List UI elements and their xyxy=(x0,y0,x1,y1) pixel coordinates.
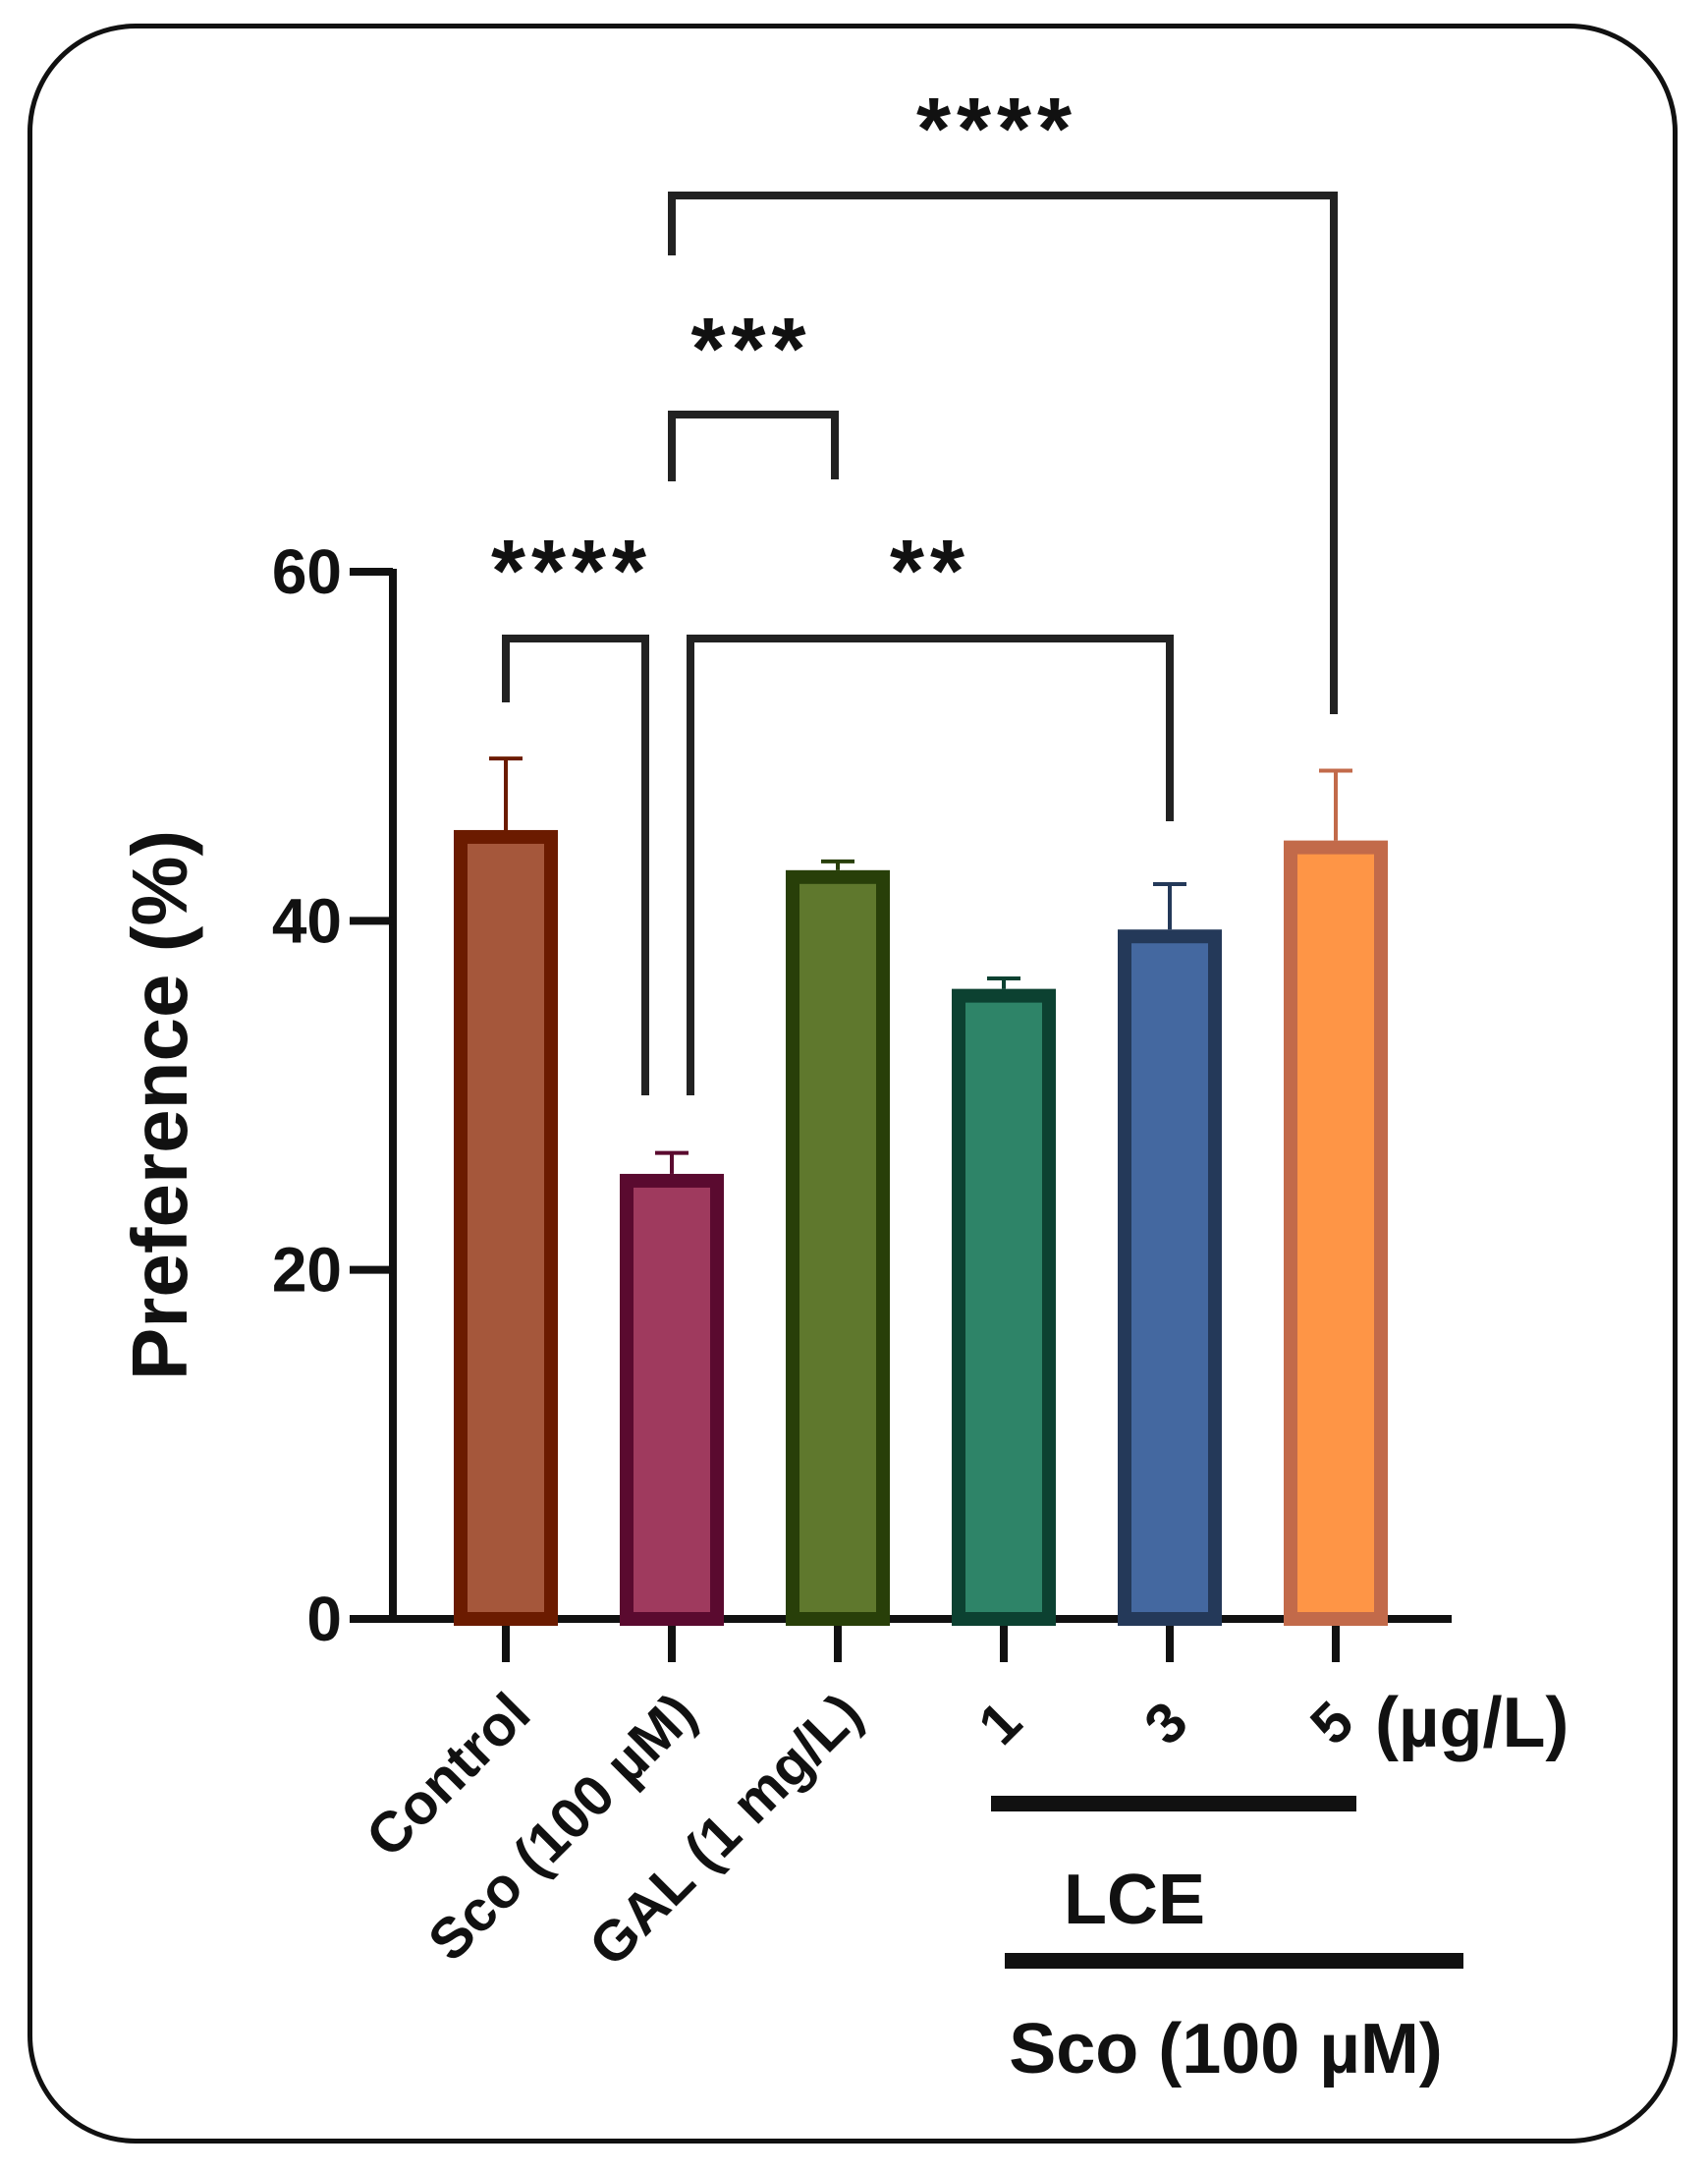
chart-frame xyxy=(28,24,1678,2144)
bar-2 xyxy=(786,869,890,1626)
significance-label-0: **** xyxy=(491,523,652,621)
bracket-1 xyxy=(687,635,1174,1095)
bar-4 xyxy=(1118,929,1222,1626)
significance-label-1: ** xyxy=(890,523,970,621)
sco-group-label: Sco (100 µM) xyxy=(1009,2010,1443,2088)
bracket-3 xyxy=(668,192,1338,714)
axes: 0 20 40 60 xyxy=(272,536,1452,1662)
bars xyxy=(454,756,1388,1626)
bar-0 xyxy=(454,829,558,1626)
y-tick-label: 40 xyxy=(272,885,342,956)
bar-3 xyxy=(952,988,1056,1626)
y-tick-label: 60 xyxy=(272,536,342,607)
y-tick-label: 20 xyxy=(272,1235,342,1306)
bracket-2 xyxy=(668,411,839,481)
y-axis-label: Preference (%) xyxy=(116,830,203,1380)
x-tick-label: 5 xyxy=(1298,1690,1366,1757)
unit-label: (µg/L) xyxy=(1375,1684,1569,1762)
significance-brackets: **** ********* xyxy=(491,81,1338,1095)
x-tick-label: 1 xyxy=(966,1690,1034,1757)
bar-1 xyxy=(620,1173,724,1626)
lce-group-label: LCE xyxy=(1064,1861,1205,1939)
y-tick-label: 0 xyxy=(306,1584,342,1654)
bar-5 xyxy=(1284,840,1388,1626)
significance-label-2: *** xyxy=(690,301,811,399)
significance-label-3: **** xyxy=(916,81,1077,179)
bracket-0 xyxy=(502,635,649,1095)
x-tick-label: 3 xyxy=(1132,1690,1200,1757)
